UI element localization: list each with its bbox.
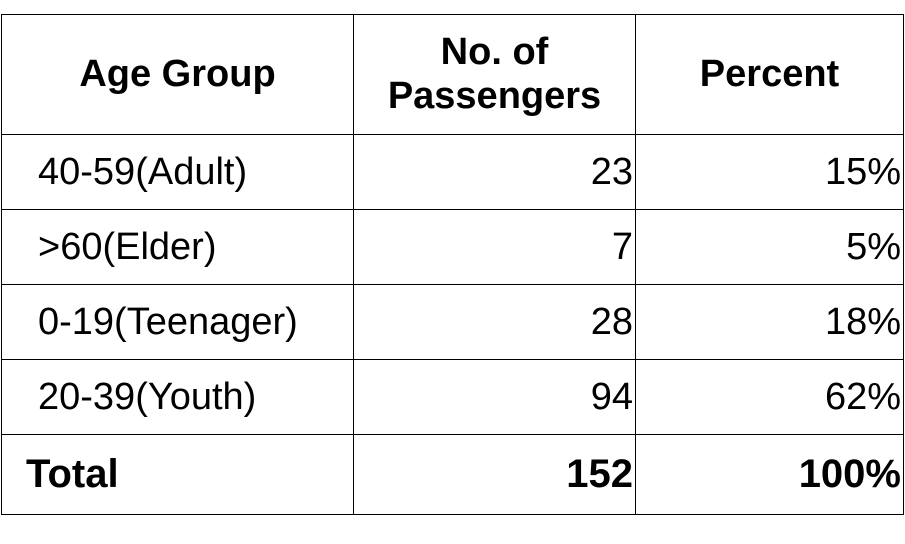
age-group-cell: >60(Elder)	[1, 209, 354, 285]
passengers-cell: 23	[353, 134, 636, 210]
table-row: 0-19(Teenager) 28 18%	[1, 284, 904, 360]
header-percent: Percent	[635, 14, 904, 135]
total-label-cell: Total	[1, 434, 354, 515]
passenger-age-table: Age Group No. of Passengers Percent 40-5…	[1, 14, 904, 515]
percent-cell: 15%	[635, 134, 904, 210]
header-age-group: Age Group	[1, 14, 354, 135]
table-row: >60(Elder) 7 5%	[1, 209, 904, 285]
header-passengers: No. of Passengers	[353, 14, 636, 135]
age-group-cell: 0-19(Teenager)	[1, 284, 354, 360]
header-passengers-line2: Passengers	[387, 74, 602, 117]
age-group-cell: 40-59(Adult)	[1, 134, 354, 210]
percent-cell: 18%	[635, 284, 904, 360]
header-passengers-line1: No. of	[440, 30, 549, 73]
table-total-row: Total 152 100%	[1, 434, 904, 515]
passengers-cell: 28	[353, 284, 636, 360]
passengers-cell: 7	[353, 209, 636, 285]
passengers-cell: 94	[353, 359, 636, 435]
percent-cell: 5%	[635, 209, 904, 285]
percent-cell: 62%	[635, 359, 904, 435]
total-percent-cell: 100%	[635, 434, 904, 515]
age-group-cell: 20-39(Youth)	[1, 359, 354, 435]
table-row: 40-59(Adult) 23 15%	[1, 134, 904, 210]
total-passengers-cell: 152	[353, 434, 636, 515]
table-row: 20-39(Youth) 94 62%	[1, 359, 904, 435]
table-header-row: Age Group No. of Passengers Percent	[1, 14, 904, 135]
